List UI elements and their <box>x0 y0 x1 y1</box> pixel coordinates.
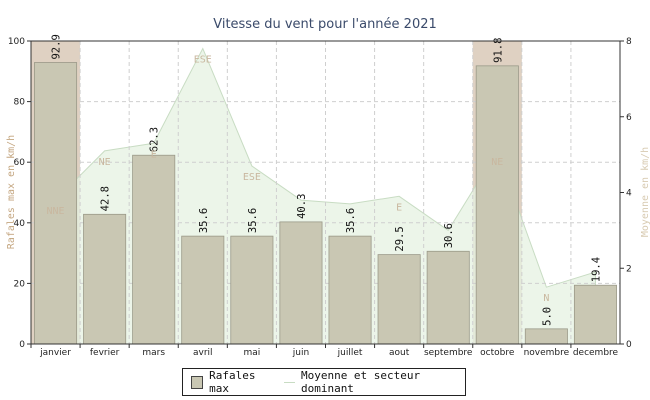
y2-tick-label: 6 <box>626 113 632 123</box>
y2-axis-label: Moyenne en km/h <box>640 147 650 237</box>
sector-label: NE <box>99 157 111 168</box>
sector-label: ESE <box>194 55 212 66</box>
bar-octobre <box>475 65 519 345</box>
bar-value-label: 62.3 <box>149 127 161 152</box>
bar-value-label: 40.3 <box>296 194 308 219</box>
sector-label: NE <box>491 157 503 168</box>
bar-value-label: 35.6 <box>198 208 210 233</box>
legend-label-area: Moyenne et secteur dominant <box>300 369 421 395</box>
y-axis-label: Rafales max en km/h <box>6 135 17 249</box>
x-tick-label: juin <box>292 348 309 358</box>
bar-mai <box>230 235 274 345</box>
x-tick-label: decembre <box>573 348 619 358</box>
y-tick-label: 80 <box>14 98 26 108</box>
x-tick-label: avril <box>193 348 213 358</box>
chart-title: Vitesse du vent pour l'année 2021 <box>213 17 437 32</box>
legend-swatch-bars <box>191 375 204 389</box>
x-tick-label: septembre <box>424 348 473 358</box>
bar-value-label: 35.6 <box>247 208 259 233</box>
x-tick-label: aout <box>389 348 410 358</box>
legend: Rafales max Moyenne et secteur dominant <box>182 368 466 396</box>
bar-janvier <box>34 62 78 345</box>
sector-label: E <box>396 202 402 213</box>
x-tick-label: fevrier <box>90 348 120 358</box>
y-tick-label: 0 <box>19 340 25 350</box>
plot-area: 92.9 42.8 62.3 35.6 35.6 40.3 35.6 29.5 30.6 91.8… <box>8 34 632 358</box>
bar-value-label: 5.0 <box>541 307 553 326</box>
y-tick-label: 20 <box>14 279 26 289</box>
y-tick-label: 60 <box>14 158 26 168</box>
y2-tick-label: 8 <box>626 37 632 47</box>
bar-value-label: 30.6 <box>443 223 455 248</box>
bar-value-label: 19.4 <box>590 257 602 282</box>
x-tick-label: mai <box>243 348 260 358</box>
legend-swatch-area <box>283 381 295 383</box>
bar-value-label: 92.9 <box>51 34 63 59</box>
x-tick-label: mars <box>142 348 165 358</box>
bar-decembre <box>573 284 617 345</box>
x-tick-label: juillet <box>337 348 363 358</box>
y-tick-label: 40 <box>14 219 26 229</box>
bar-mars <box>132 154 176 345</box>
legend-label-bars: Rafales max <box>209 369 256 395</box>
sector-label: N <box>543 293 549 304</box>
bar-novembre <box>524 328 568 345</box>
x-tick-label: octobre <box>480 348 515 358</box>
bar-value-label: 91.8 <box>492 38 504 63</box>
bar-value-label: 29.5 <box>394 226 406 251</box>
sector-label: NNE <box>47 206 65 217</box>
bar-value-label: 42.8 <box>100 186 112 211</box>
bar-fevrier <box>83 213 127 345</box>
bar-aout <box>377 254 421 345</box>
bar-avril <box>181 235 225 345</box>
bar-juillet <box>328 235 372 345</box>
bar-septembre <box>426 250 470 345</box>
x-tick-label: novembre <box>524 348 570 358</box>
sector-label: E <box>151 149 157 160</box>
bar-juin <box>279 221 323 345</box>
y2-tick-label: 2 <box>626 264 632 274</box>
x-tick-label: janvier <box>39 348 71 358</box>
y2-tick-label: 4 <box>626 189 632 199</box>
bar-value-label: 35.6 <box>345 208 357 233</box>
y-tick-label: 100 <box>8 37 25 47</box>
y2-tick-label: 0 <box>626 340 632 350</box>
sector-label: ESE <box>243 172 261 183</box>
